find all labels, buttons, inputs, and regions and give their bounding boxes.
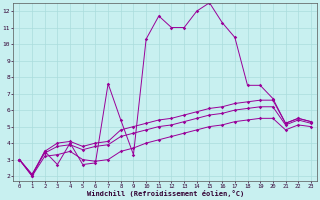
X-axis label: Windchill (Refroidissement éolien,°C): Windchill (Refroidissement éolien,°C) (86, 190, 244, 197)
